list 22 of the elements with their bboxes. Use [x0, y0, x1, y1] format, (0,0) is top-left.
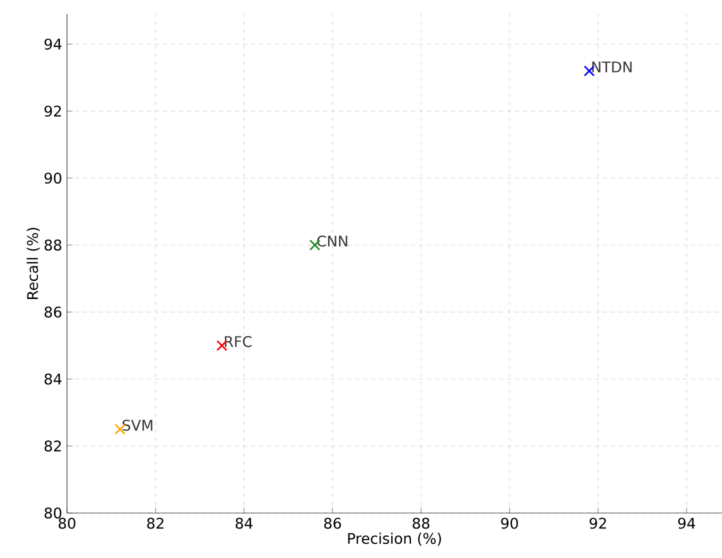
y-tick-label: 92 [44, 106, 61, 117]
x-tick-label: 80 [58, 518, 76, 529]
series-label: SVM [122, 420, 152, 431]
y-tick-label: 90 [44, 172, 62, 184]
series-label: NTDN [592, 62, 632, 72]
y-tick-label: 80 [44, 507, 62, 519]
x-axis-title: Precision (%) [348, 532, 441, 546]
y-axis-title: Recall (%) [26, 228, 40, 299]
x-tick-label: 88 [412, 518, 430, 529]
series-label: RFC [224, 336, 252, 348]
x-tick-label: 90 [501, 518, 518, 529]
x-tick-label: 94 [678, 518, 696, 529]
x-tick-label: 84 [236, 518, 253, 529]
y-tick-label: 86 [44, 306, 62, 318]
series-label: CNN [317, 236, 348, 247]
y-tick-label: 88 [44, 240, 62, 251]
x-tick-label: 86 [324, 518, 341, 529]
x-tick-label: 82 [147, 518, 164, 529]
y-tick-label: 94 [44, 38, 62, 50]
x-tick-label: 92 [590, 518, 606, 529]
y-tick-label: 84 [44, 374, 62, 385]
y-tick-label: 82 [44, 440, 61, 452]
